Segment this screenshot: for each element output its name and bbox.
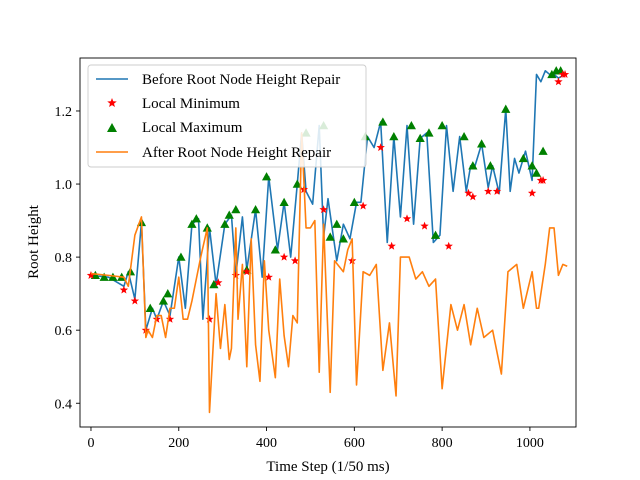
local-maximum-marker bbox=[477, 139, 487, 148]
local-maximum-marker bbox=[279, 197, 289, 206]
legend-swatch-minimum-star-icon bbox=[107, 98, 117, 108]
local-maximum-marker bbox=[349, 197, 359, 206]
local-maximum-marker bbox=[250, 205, 261, 214]
local-minimum-marker bbox=[444, 241, 453, 250]
local-maximum-marker bbox=[209, 279, 219, 289]
local-maximum-marker bbox=[187, 219, 197, 228]
local-minimum-marker bbox=[402, 214, 412, 223]
local-minimum-marker bbox=[279, 252, 289, 261]
x-tick-label: 200 bbox=[168, 436, 189, 451]
local-maximum-marker bbox=[270, 245, 280, 254]
local-maximum-marker bbox=[332, 219, 342, 228]
legend: Before Root Node Height Repair Local Min… bbox=[87, 64, 367, 168]
y-tick-label: 0.8 bbox=[55, 251, 73, 266]
local-maximum-marker bbox=[406, 120, 416, 130]
local-minimum-marker bbox=[554, 77, 563, 86]
local-minimum-marker bbox=[231, 270, 241, 279]
local-maximum-marker bbox=[389, 131, 399, 141]
local-maximum-marker bbox=[518, 153, 528, 163]
local-minimum-marker bbox=[468, 192, 478, 201]
axes: 0 200 400 600 800 1000 0.4 0.6 0.8 1.0 1.2 bbox=[55, 105, 544, 451]
x-axis-title: Time Step (1/50 ms) bbox=[266, 459, 389, 475]
local-maximum-marker bbox=[531, 168, 542, 177]
local-maximum-marker bbox=[108, 272, 118, 281]
local-minimum-marker bbox=[130, 296, 140, 305]
local-maximum-marker bbox=[538, 146, 548, 155]
series-local-minimum bbox=[86, 70, 570, 334]
legend-label-maximum: Local Maximum bbox=[142, 120, 243, 136]
series-line-after bbox=[90, 132, 568, 414]
local-minimum-marker bbox=[165, 314, 175, 323]
local-maximum-marker bbox=[501, 104, 511, 113]
local-maximum-marker bbox=[163, 289, 173, 298]
series-line-before bbox=[90, 69, 566, 331]
local-maximum-marker bbox=[292, 179, 302, 188]
plot-frame bbox=[79, 57, 577, 428]
local-minimum-marker bbox=[538, 175, 548, 184]
local-maximum-marker bbox=[231, 205, 241, 214]
local-maximum-marker bbox=[459, 131, 469, 141]
local-maximum-marker bbox=[378, 117, 388, 126]
local-minimum-marker bbox=[86, 270, 96, 279]
y-tick-label: 0.6 bbox=[55, 324, 73, 339]
x-tick-label: 1000 bbox=[516, 436, 544, 451]
local-maximum-marker bbox=[468, 161, 478, 170]
legend-swatch-maximum-triangle-icon bbox=[107, 123, 117, 132]
local-minimum-marker bbox=[464, 188, 473, 197]
y-tick-label: 1.0 bbox=[55, 178, 73, 193]
local-minimum-marker bbox=[290, 256, 300, 265]
local-maximum-marker bbox=[224, 210, 234, 219]
local-minimum-marker bbox=[527, 188, 537, 197]
local-minimum-marker bbox=[387, 241, 396, 250]
local-maximum-marker bbox=[261, 172, 272, 181]
local-minimum-marker bbox=[242, 267, 251, 276]
local-maximum-marker bbox=[145, 303, 155, 312]
local-maximum-marker bbox=[485, 161, 496, 170]
x-tick-label: 800 bbox=[432, 436, 453, 451]
local-minimum-marker bbox=[214, 278, 223, 287]
local-maximum-marker bbox=[191, 214, 201, 223]
local-minimum-marker bbox=[319, 205, 328, 214]
local-minimum-marker bbox=[492, 186, 502, 195]
local-minimum-marker bbox=[205, 314, 214, 323]
local-minimum-marker bbox=[358, 201, 368, 210]
local-minimum-marker bbox=[376, 143, 385, 152]
local-maximum-marker bbox=[325, 232, 335, 241]
local-minimum-marker bbox=[420, 221, 429, 230]
local-maximum-marker bbox=[547, 69, 557, 79]
local-maximum-marker bbox=[99, 272, 109, 281]
x-tick-label: 0 bbox=[87, 436, 94, 451]
local-maximum-marker bbox=[90, 270, 100, 280]
local-maximum-marker bbox=[527, 161, 537, 170]
local-maximum-marker bbox=[338, 234, 348, 243]
local-minimum-marker bbox=[560, 70, 570, 78]
legend-label-after: After Root Node Height Repair bbox=[142, 145, 331, 161]
local-maximum-marker bbox=[158, 296, 168, 305]
legend-label-minimum: Local Minimum bbox=[142, 96, 240, 112]
legend-label-before: Before Root Node Height Repair bbox=[142, 72, 340, 88]
local-minimum-marker bbox=[264, 272, 273, 281]
local-maximum-marker bbox=[437, 120, 447, 130]
local-maximum-marker bbox=[220, 219, 230, 228]
local-minimum-marker bbox=[119, 285, 129, 294]
y-tick-label: 0.4 bbox=[55, 397, 73, 412]
y-tick-label: 1.2 bbox=[55, 105, 73, 120]
local-minimum-marker bbox=[484, 186, 493, 195]
local-maximum-marker bbox=[415, 133, 425, 143]
local-maximum-marker bbox=[176, 252, 186, 261]
legend-frame bbox=[87, 64, 367, 168]
local-maximum-marker bbox=[430, 230, 441, 239]
plot-content bbox=[86, 66, 570, 414]
y-axis-title: Root Height bbox=[26, 204, 42, 279]
x-tick-label: 400 bbox=[256, 436, 277, 451]
x-tick-label: 600 bbox=[344, 436, 365, 451]
local-maximum-marker bbox=[424, 128, 434, 137]
